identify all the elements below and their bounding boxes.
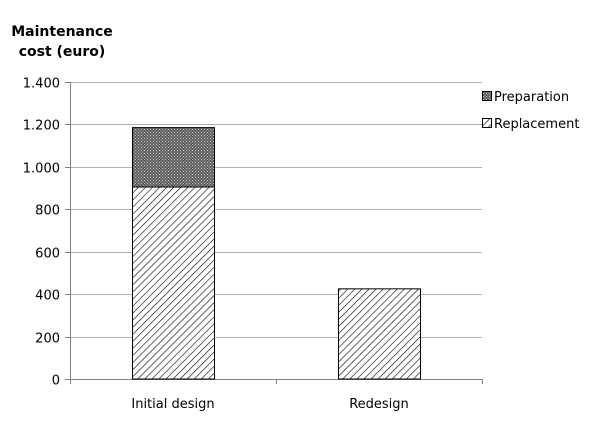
y-axis-title-line-2: cost (euro) [18,44,106,60]
y-tick-label: 1.000 [23,162,60,177]
y-axis-title: Maintenance cost (euro) [6,22,118,62]
bar-replacement-redesign [338,288,421,380]
y-tick-label: 200 [35,332,60,347]
legend-swatch-replacement [482,118,492,128]
legend-label-replacement: Replacement [494,117,579,132]
y-tick-label: 1.400 [23,77,60,92]
bars [132,127,421,380]
bar-preparation-initial-design [132,127,215,188]
bar-replacement-initial-design [132,186,215,380]
y-tick-label: 400 [35,289,60,304]
x-tick-label: Initial design [131,397,214,412]
x-tick-label: Redesign [349,397,409,412]
y-tick-label: 600 [35,247,60,262]
legend-swatch-preparation [482,91,492,101]
tick-labels: 0 200 400 600 800 1.000 1.200 1.400 Initial desi… [23,77,409,413]
y-tick-label: 1.200 [23,119,60,134]
y-tick-label: 800 [35,204,60,219]
y-tick-label: 0 [52,374,60,389]
y-axis-title-line-1: Maintenance [11,24,113,40]
legend: Preparation Replacement [482,90,579,132]
legend-label-preparation: Preparation [494,90,569,105]
